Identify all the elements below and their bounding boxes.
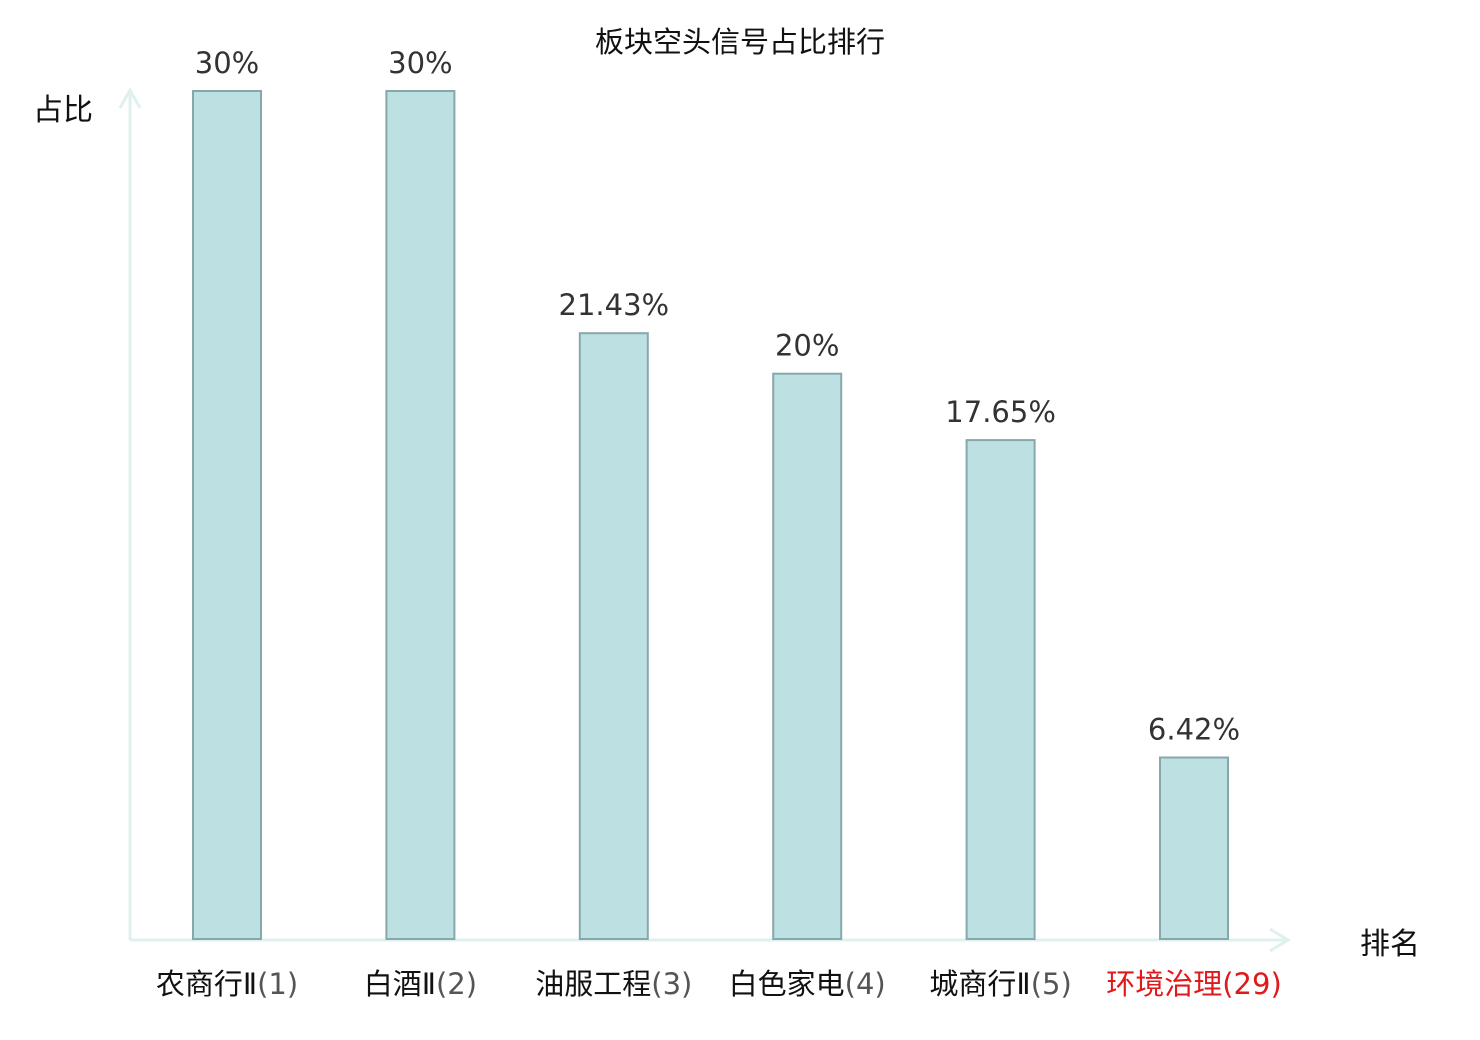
bar bbox=[385, 90, 456, 940]
x-tick-name: 油服工程 bbox=[535, 967, 651, 1001]
bar bbox=[965, 439, 1036, 940]
x-tick-rank: (29) bbox=[1222, 967, 1282, 1001]
x-tick-label: 白色家电(4) bbox=[729, 967, 886, 1001]
bar bbox=[578, 332, 649, 940]
data-label: 21.43% bbox=[559, 288, 670, 322]
data-label: 30% bbox=[388, 46, 452, 80]
bars-group bbox=[192, 90, 1229, 940]
y-axis-label: 占比 bbox=[33, 93, 93, 128]
x-tick-label: 环境治理(29) bbox=[1106, 967, 1282, 1001]
chart-title: 板块空头信号占比排行 bbox=[595, 25, 885, 59]
y-axis-arrow bbox=[118, 86, 142, 109]
data-label: 20% bbox=[775, 329, 839, 363]
x-tick-rank: (2) bbox=[436, 967, 477, 1001]
data-label: 17.65% bbox=[945, 395, 1056, 429]
x-tick-name: 环境治理 bbox=[1106, 967, 1222, 1001]
x-axis-arrow bbox=[1269, 927, 1291, 953]
x-tick-rank: (5) bbox=[1031, 967, 1072, 1001]
x-tick-name: 白酒Ⅱ bbox=[364, 967, 436, 1001]
data-label: 30% bbox=[195, 46, 259, 80]
x-tick-label: 城商行Ⅱ(5) bbox=[929, 967, 1071, 1001]
x-tick-name: 城商行Ⅱ bbox=[929, 967, 1030, 1001]
data-label: 6.42% bbox=[1148, 713, 1240, 747]
bar bbox=[1159, 756, 1229, 940]
x-tick-rank: (3) bbox=[651, 967, 692, 1001]
x-axis-label: 排名 bbox=[1360, 927, 1420, 962]
value-labels-group: 30% 30% 21.43% 20% 17.65% 6.42% bbox=[195, 46, 1240, 747]
axes bbox=[118, 86, 1291, 953]
x-tick-name: 白色家电 bbox=[729, 967, 845, 1001]
x-tick-label: 油服工程(3) bbox=[535, 967, 692, 1001]
x-tick-name: 农商行Ⅱ bbox=[156, 967, 257, 1001]
bar bbox=[772, 372, 843, 940]
x-tick-rank: (4) bbox=[845, 967, 886, 1001]
x-tick-label: 白酒Ⅱ(2) bbox=[364, 967, 477, 1001]
category-labels-group: 农商行Ⅱ(1) 白酒Ⅱ(2) 油服工程(3) 白色家电(4) 城商行Ⅱ(5) 环境治理(2… bbox=[156, 967, 1282, 1001]
bar bbox=[192, 90, 262, 940]
x-tick-label: 农商行Ⅱ(1) bbox=[156, 967, 298, 1001]
x-tick-rank: (1) bbox=[257, 967, 298, 1001]
